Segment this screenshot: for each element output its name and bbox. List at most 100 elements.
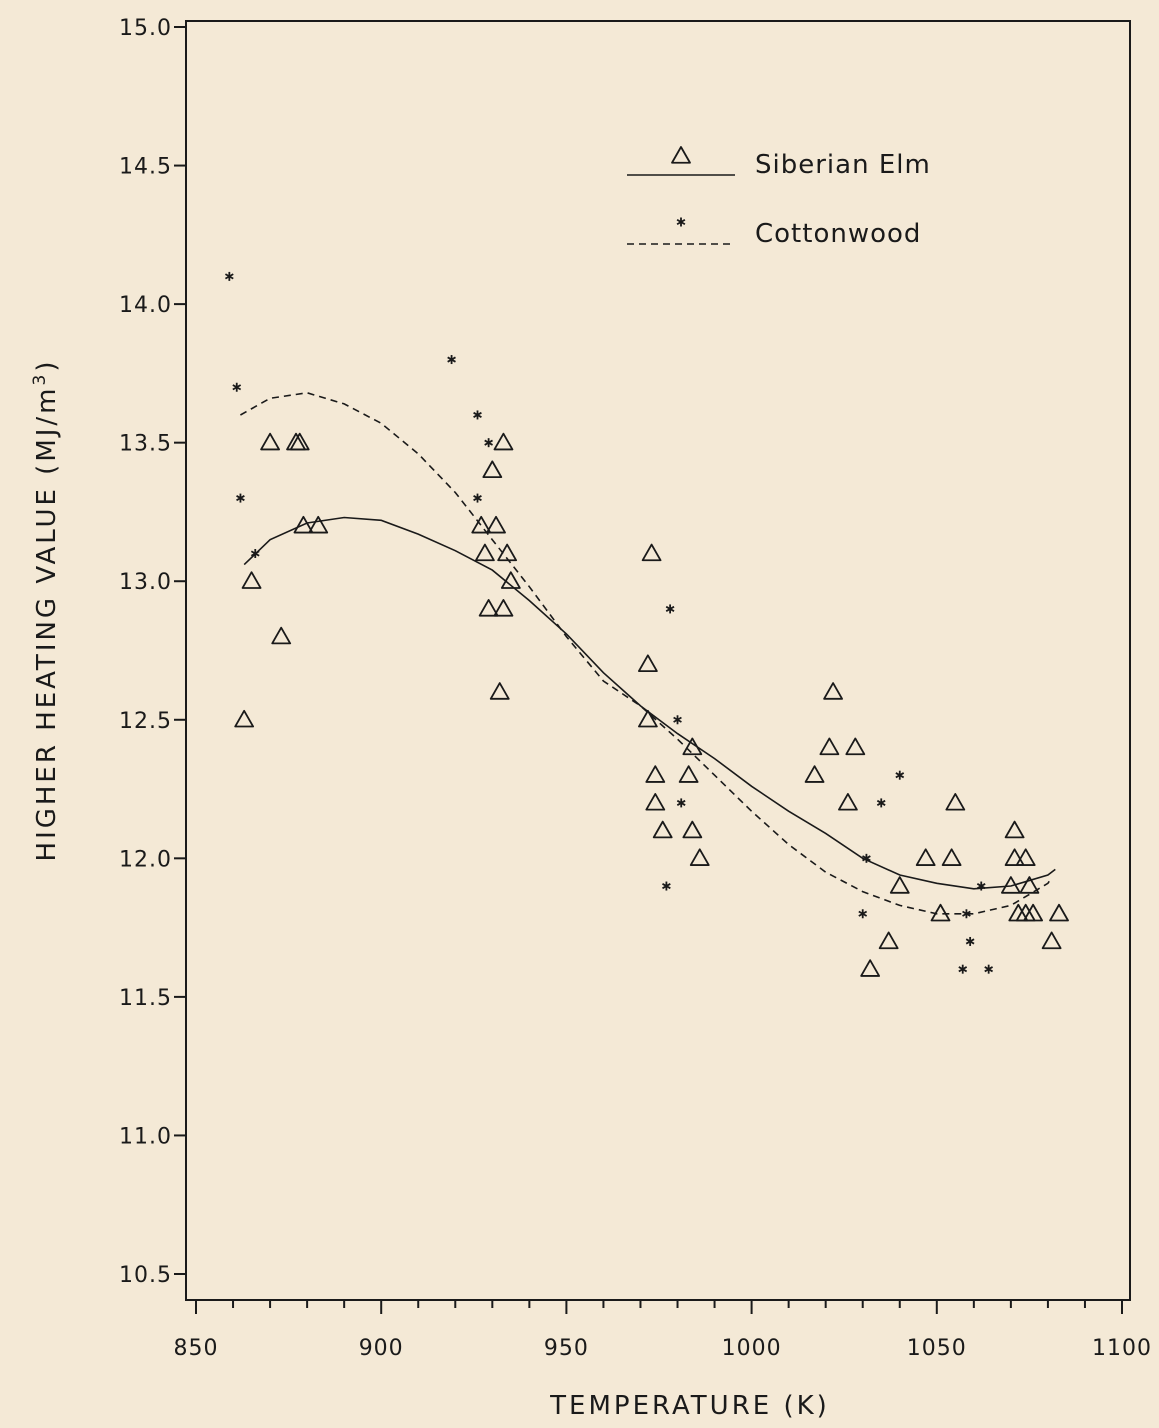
cottonwood-point bbox=[895, 770, 905, 780]
siberian-elm-point bbox=[819, 737, 840, 756]
siberian-elm-point bbox=[838, 793, 858, 811]
siberian-elm-point bbox=[860, 959, 881, 977]
siberian-elm-point bbox=[493, 599, 514, 617]
cottonwood-fit-line bbox=[240, 391, 1053, 915]
siberian-elm-point bbox=[1000, 876, 1021, 894]
y-tick-label: 14.5 bbox=[119, 155, 172, 180]
siberian-elm-point bbox=[823, 682, 843, 700]
y-tick-label: 13.0 bbox=[119, 570, 172, 595]
siberian-elm-point bbox=[241, 571, 262, 589]
siberian-elm-point bbox=[1019, 876, 1040, 894]
cottonwood-point bbox=[962, 909, 971, 919]
y-axis-title-superscript: 3 bbox=[30, 372, 50, 386]
y-tick-label: 15.0 bbox=[119, 16, 172, 41]
siberian-elm-point bbox=[645, 765, 666, 783]
cottonwood-point bbox=[858, 909, 868, 919]
star-stroke bbox=[665, 605, 675, 612]
star-stroke bbox=[958, 966, 968, 973]
siberian-elm-point bbox=[652, 820, 673, 839]
cottonwood-point bbox=[976, 881, 986, 891]
siberian-elm-point bbox=[493, 432, 514, 451]
y-tick-label: 14.0 bbox=[119, 293, 172, 318]
star-stroke bbox=[224, 273, 234, 280]
siberian-elm-point bbox=[1049, 903, 1069, 922]
siberian-elm-point bbox=[678, 765, 699, 783]
y-tick-label: 10.5 bbox=[119, 1263, 172, 1288]
y-tick-label: 13.5 bbox=[119, 432, 172, 457]
siberian-elm-point bbox=[482, 460, 503, 479]
cottonwood-point bbox=[236, 493, 245, 503]
star-stroke bbox=[676, 799, 686, 806]
x-tick-label: 1050 bbox=[907, 1336, 967, 1361]
siberian-elm-point bbox=[500, 571, 521, 589]
cottonwood-point bbox=[224, 271, 234, 281]
siberian-elm-point bbox=[489, 682, 510, 700]
x-tick-label: 900 bbox=[359, 1336, 404, 1361]
cottonwood-point bbox=[232, 382, 242, 392]
siberian-elm-point bbox=[889, 876, 910, 894]
siberian-elm-point bbox=[478, 599, 499, 617]
siberian-elm-point bbox=[645, 793, 666, 811]
cottonwood-point bbox=[665, 604, 675, 614]
x-tick-label: 1000 bbox=[722, 1336, 782, 1361]
cottonwood-point bbox=[862, 853, 871, 863]
siberian-elm-point bbox=[1023, 903, 1043, 922]
siberian-elm-point bbox=[486, 515, 506, 534]
x-axis: 850 900 950 1000 1050 1100 bbox=[174, 1300, 1152, 1361]
cottonwood-point bbox=[984, 964, 994, 974]
y-axis-title-main: HIGHER HEATING VALUE (MJ/m bbox=[32, 385, 62, 861]
cottonwood-point bbox=[958, 964, 968, 974]
siberian-elm-point bbox=[637, 654, 658, 673]
star-stroke bbox=[676, 218, 686, 226]
siberian-elm-point bbox=[1041, 931, 1062, 950]
fit-lines bbox=[240, 391, 1056, 915]
star-stroke bbox=[862, 855, 871, 862]
legend: Siberian Elm Cottonwood bbox=[627, 146, 930, 249]
siberian-elm-point bbox=[271, 626, 292, 645]
siberian-elm-point bbox=[1004, 820, 1025, 839]
cottonwood-point bbox=[965, 936, 975, 946]
y-tick-label: 12.5 bbox=[119, 709, 172, 734]
cottonwood-point bbox=[876, 798, 886, 808]
y-tick-label: 12.0 bbox=[119, 847, 172, 872]
siberian-elm-point bbox=[234, 709, 255, 728]
star-stroke bbox=[236, 495, 245, 502]
legend-cottonwood-marker bbox=[676, 217, 686, 227]
cottonwood-point bbox=[473, 493, 482, 503]
y-axis: 10.5 11.0 11.5 12.0 12.5 13.0 13.5 14.0 14.5 15.0 bbox=[119, 16, 186, 1288]
siberian-elm-point bbox=[682, 737, 703, 756]
cottonwood-point bbox=[473, 410, 482, 420]
star-stroke bbox=[976, 883, 986, 890]
siberian-elm-point bbox=[1004, 848, 1025, 866]
star-stroke bbox=[447, 356, 456, 363]
siberian-elm-point bbox=[289, 432, 310, 451]
siberian-elm-point bbox=[260, 432, 280, 451]
x-tick-label: 1100 bbox=[1092, 1336, 1152, 1361]
cottonwood-point bbox=[484, 438, 493, 448]
legend-siberian-elm-marker bbox=[671, 146, 691, 164]
star-stroke bbox=[484, 439, 493, 446]
star-stroke bbox=[673, 716, 682, 723]
siberian-elm-point bbox=[497, 543, 518, 562]
y-tick-label: 11.0 bbox=[119, 1124, 172, 1149]
star-stroke bbox=[962, 910, 971, 917]
star-stroke bbox=[662, 883, 671, 890]
cottonwood-point bbox=[673, 715, 682, 725]
star-stroke bbox=[250, 550, 260, 557]
x-tick-label: 950 bbox=[544, 1336, 589, 1361]
cottonwood-point bbox=[662, 881, 671, 891]
siberian-elm-fit-line bbox=[243, 516, 1056, 890]
star-stroke bbox=[965, 938, 975, 945]
cottonwood-point bbox=[250, 549, 260, 559]
star-stroke bbox=[895, 772, 905, 779]
siberian-elm-point bbox=[845, 737, 866, 756]
siberian-elm-point bbox=[878, 931, 899, 950]
y-axis-title-end: ) bbox=[32, 359, 62, 372]
plot-frame bbox=[185, 20, 1131, 1301]
siberian-elm-point bbox=[941, 848, 962, 866]
data-markers bbox=[224, 271, 1069, 977]
y-tick-label: 11.5 bbox=[119, 986, 172, 1011]
star-stroke bbox=[473, 495, 482, 502]
